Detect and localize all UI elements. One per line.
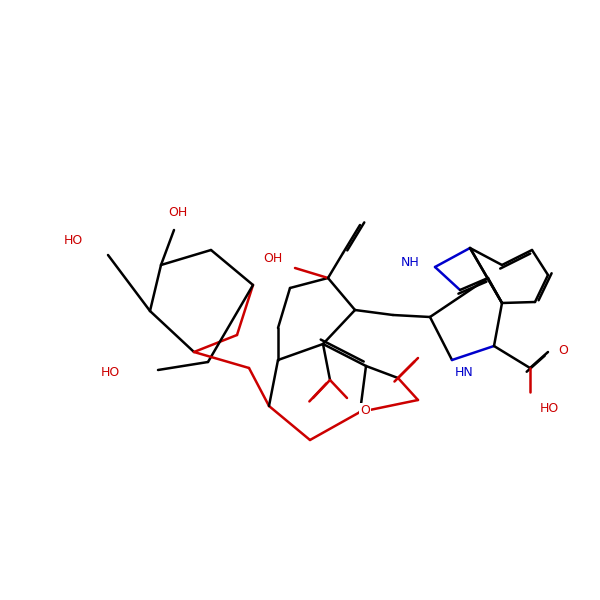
Text: OH: OH [264, 251, 283, 265]
Text: NH: NH [401, 256, 420, 269]
Text: HN: HN [455, 367, 474, 379]
Text: OH: OH [169, 206, 188, 220]
Text: O: O [360, 403, 370, 416]
Text: HO: HO [101, 367, 120, 379]
Text: HO: HO [540, 401, 559, 415]
Text: O: O [558, 343, 568, 356]
Text: HO: HO [64, 233, 83, 247]
